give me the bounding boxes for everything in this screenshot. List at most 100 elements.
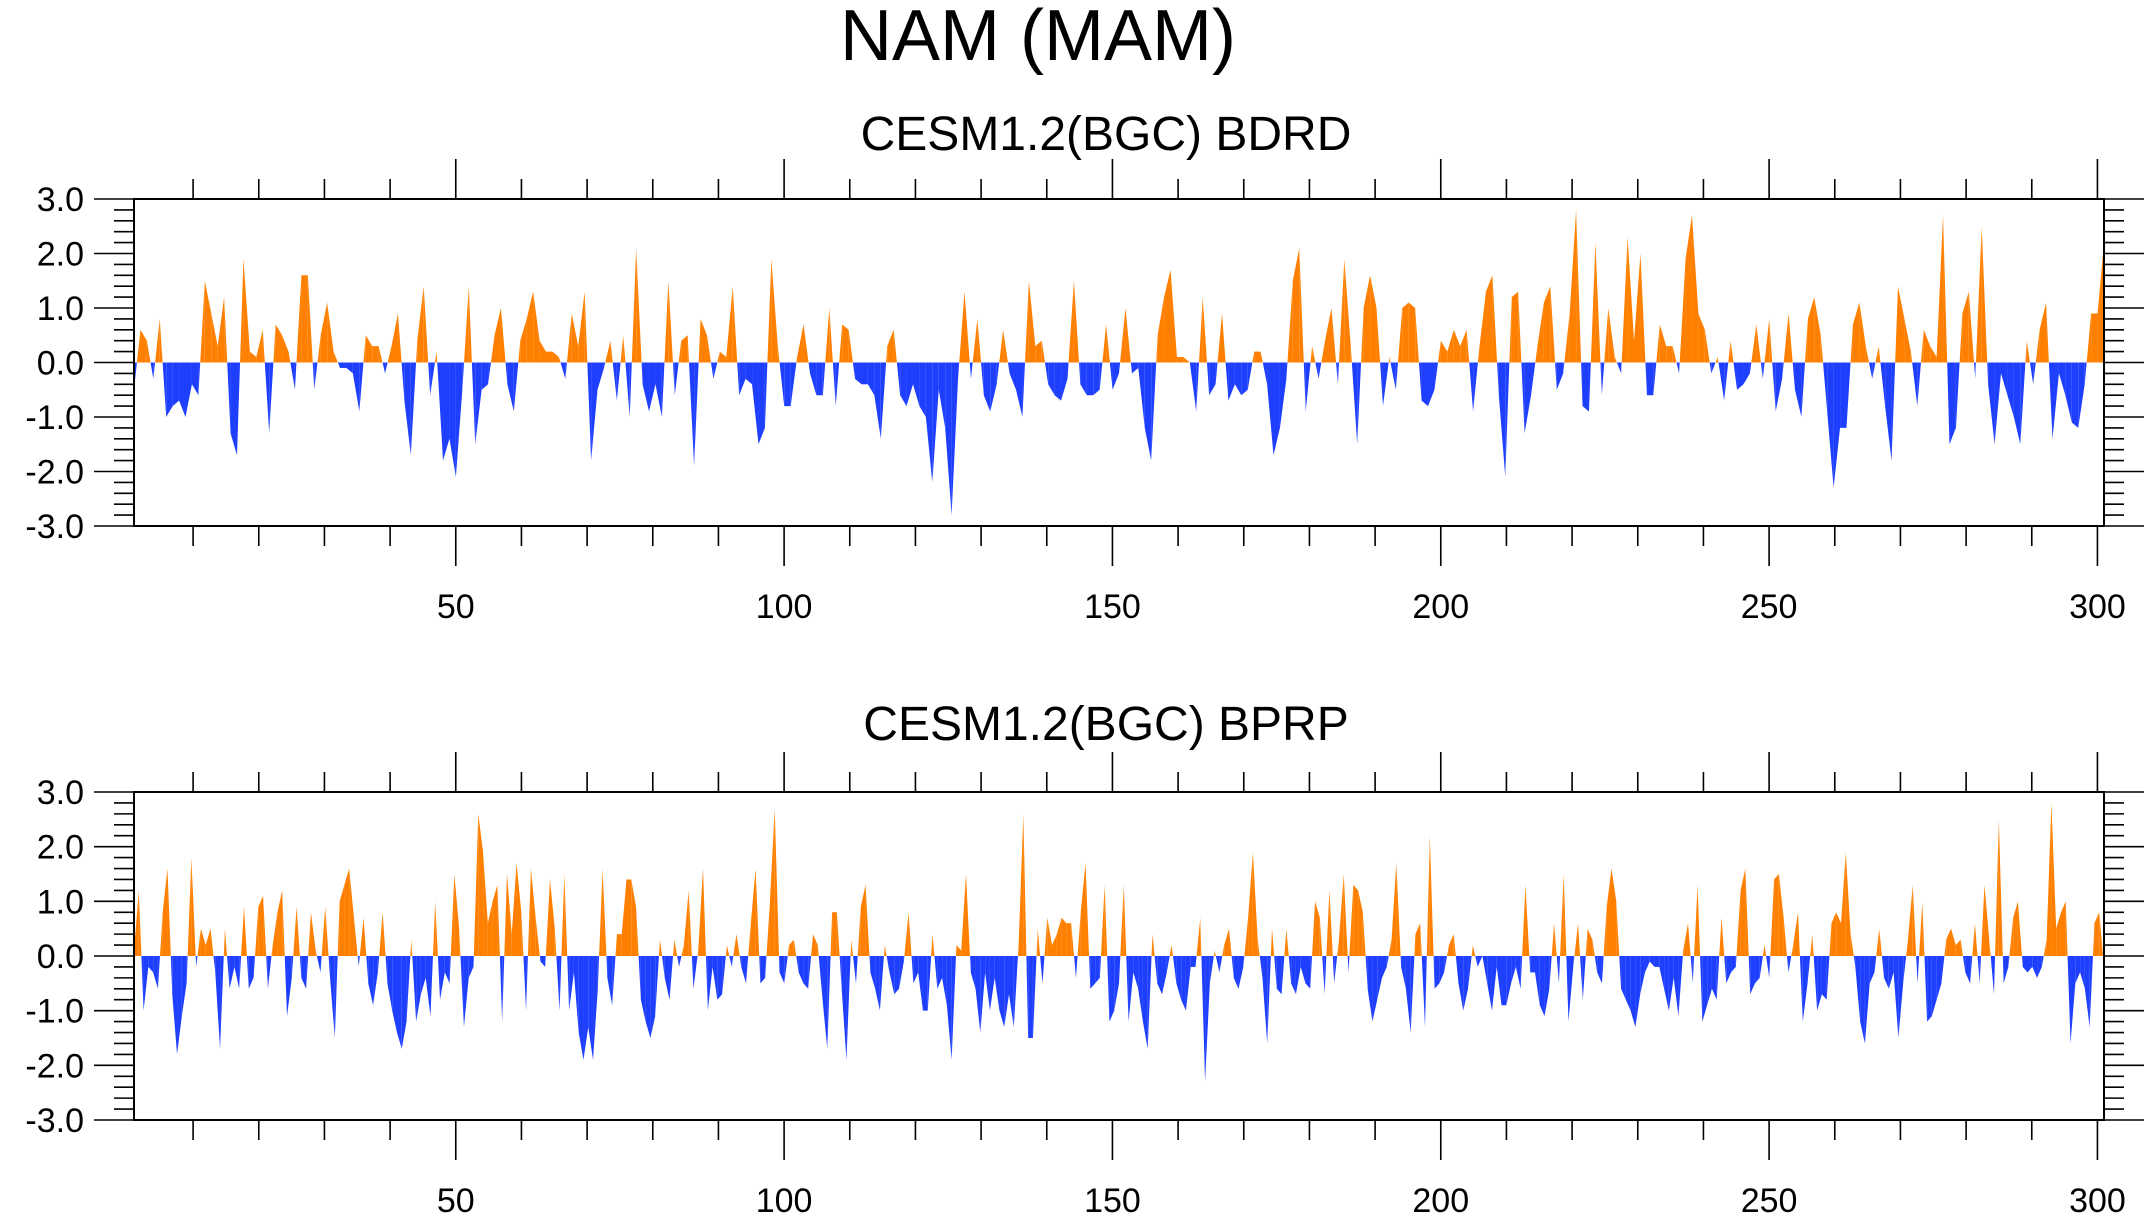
area-segment-negative [1644, 956, 1650, 973]
area-segment-negative [1827, 362, 1834, 488]
area-segment-negative [816, 362, 823, 396]
area-segment-positive [1930, 346, 1937, 363]
area-segment-negative [227, 362, 231, 434]
area-segment-negative [689, 362, 695, 467]
area-segment-negative [729, 956, 732, 967]
area-segment-positive [210, 928, 214, 956]
area-segment-positive [240, 258, 244, 363]
area-segment-positive [812, 934, 818, 956]
area-segment-positive [1943, 215, 1948, 363]
area-segment-negative [1405, 956, 1411, 1033]
area-segment-positive [1214, 950, 1216, 956]
area-segment-positive [1438, 340, 1441, 363]
area-segment-positive [748, 923, 751, 956]
area-segment-negative [975, 956, 981, 1033]
area-segment-positive [282, 335, 289, 363]
area-segment-positive [159, 912, 163, 956]
area-segment-positive [1697, 884, 1701, 956]
area-segment-negative [196, 956, 198, 967]
area-segment-positive [1907, 884, 1913, 956]
area-segment-positive [554, 928, 557, 956]
y-tick-label: 3.0 [37, 774, 84, 812]
area-segment-positive [1169, 945, 1172, 956]
area-segment-negative [328, 956, 331, 978]
area-segment-negative [758, 362, 765, 445]
area-segment-positive [416, 340, 418, 363]
area-segment-negative [1455, 956, 1459, 984]
area-segment-negative [2027, 956, 2033, 973]
area-segment-negative [1707, 956, 1712, 1006]
area-segment-positive [1254, 351, 1261, 363]
area-segment-negative [1711, 956, 1717, 1000]
area-segment-positive [359, 917, 364, 956]
area-segment-negative [449, 362, 456, 477]
area-segment-positive [1704, 329, 1710, 363]
area-segment-negative [215, 956, 221, 1049]
area-segment-negative [942, 956, 947, 1006]
area-segment-negative [1206, 362, 1210, 396]
area-segment-positive [1286, 928, 1289, 956]
area-segment-negative [867, 362, 875, 396]
area-segment-negative [1497, 362, 1499, 396]
area-segment-positive [1845, 852, 1851, 956]
x-tick-label: 50 [437, 1182, 475, 1220]
area-segment-positive [719, 351, 727, 363]
area-segment-positive [1017, 945, 1019, 956]
area-segment-negative [266, 956, 268, 989]
area-segment-positive [1270, 928, 1273, 956]
area-segment-negative [958, 362, 960, 379]
area-segment-negative [1099, 956, 1101, 978]
area-segment-negative [1259, 956, 1263, 978]
area-segment-positive [490, 335, 495, 363]
area-segment-positive [2035, 329, 2040, 363]
area-segment-positive [333, 351, 338, 363]
area-segment-negative [879, 956, 884, 1011]
area-segment-negative [567, 956, 570, 1011]
area-segment-negative [373, 956, 378, 1006]
area-segment-negative [1668, 956, 1674, 1011]
area-segment-negative [784, 362, 791, 407]
area-segment-positive [1396, 863, 1401, 956]
area-segment-positive [769, 808, 775, 956]
area-segment-negative [1147, 956, 1152, 1049]
area-segment-negative [1491, 956, 1497, 1011]
area-segment-positive [755, 868, 760, 956]
area-segment-negative [1853, 956, 1856, 967]
area-segment-negative [1315, 362, 1319, 379]
area-segment-negative [1588, 362, 1591, 412]
area-segment-negative [1133, 956, 1139, 989]
area-segment-positive [1543, 286, 1551, 363]
area-segment-negative [382, 362, 386, 374]
area-segment-positive [1989, 939, 1991, 956]
area-segment-positive [566, 313, 572, 363]
area-segment-positive [1213, 950, 1215, 956]
area-segment-positive [1102, 324, 1107, 363]
area-segment-negative [832, 362, 836, 407]
area-segment-negative [808, 956, 812, 989]
area-segment-positive [1910, 351, 1913, 363]
area-segment-negative [471, 362, 476, 445]
area-segment-negative [267, 956, 272, 989]
x-tick-label: 300 [2069, 588, 2126, 626]
area-segment-negative [172, 362, 180, 407]
area-segment-negative [357, 956, 359, 967]
area-segment-positive [683, 890, 689, 956]
area-segment-negative [741, 956, 747, 984]
y-ticks [94, 198, 2144, 527]
area-segment-positive [750, 868, 756, 956]
area-segment-negative [1743, 362, 1750, 385]
area-segment-positive [545, 879, 550, 956]
area-segment-positive [1984, 884, 1990, 956]
area-segment-positive [1479, 291, 1486, 363]
area-segment-positive [1878, 346, 1881, 363]
area-segment-negative [1520, 956, 1523, 989]
y-tick-label: 2.0 [37, 236, 84, 274]
area-segment-negative [437, 956, 441, 1000]
area-segment-negative [1884, 956, 1889, 989]
area-segment-positive [320, 302, 328, 363]
y-tick-label: 3.0 [37, 181, 84, 219]
area-segment-negative [430, 362, 435, 396]
area-segment-negative [1690, 956, 1693, 984]
area-segment-negative [1048, 362, 1055, 396]
area-segment-negative [1176, 956, 1182, 1000]
